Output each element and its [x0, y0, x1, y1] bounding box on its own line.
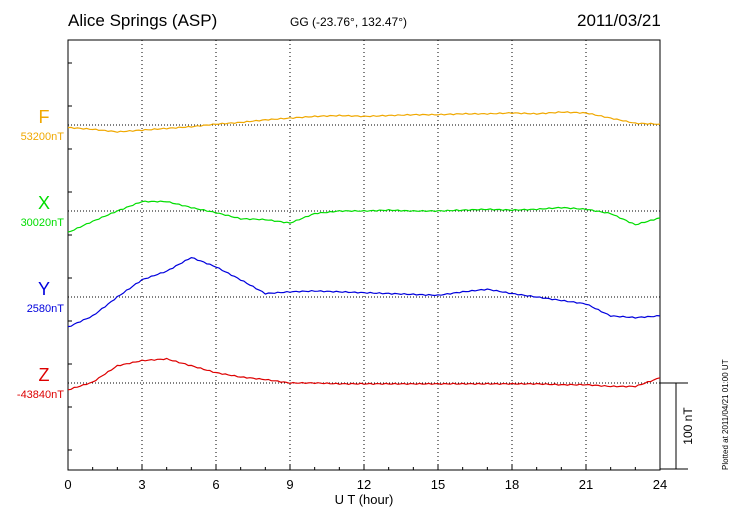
x-tick-label: 9	[286, 477, 293, 492]
series-name-z: Z	[39, 365, 50, 385]
x-tick-label: 6	[212, 477, 219, 492]
x-tick-label: 3	[138, 477, 145, 492]
series-baseline-label: -43840nT	[17, 389, 64, 401]
series-line-z	[67, 357, 661, 391]
x-tick-label: 0	[64, 477, 71, 492]
x-tick-label: 12	[357, 477, 371, 492]
x-tick-label: 15	[431, 477, 445, 492]
chart-date: 2011/03/21	[577, 11, 661, 30]
series-name-x: X	[38, 193, 50, 213]
scale-bar-label: 100 nT	[681, 407, 695, 445]
series-name-f: F	[39, 107, 50, 127]
series-baseline-label: 2580nT	[27, 303, 65, 315]
x-tick-label: 18	[505, 477, 519, 492]
series-line-x	[67, 200, 661, 233]
x-tick-label: 24	[653, 477, 667, 492]
series-line-y	[67, 256, 661, 328]
series-baseline-label: 53200nT	[21, 131, 65, 143]
station-coordinates: GG (-23.76°, 132.47°)	[290, 15, 407, 29]
x-axis-label: U T (hour)	[335, 492, 394, 507]
x-tick-label: 21	[579, 477, 593, 492]
station-title: Alice Springs (ASP)	[68, 11, 218, 30]
series-baseline-label: 30020nT	[21, 217, 65, 229]
series-name-y: Y	[38, 279, 50, 299]
series-line-f	[67, 111, 661, 133]
